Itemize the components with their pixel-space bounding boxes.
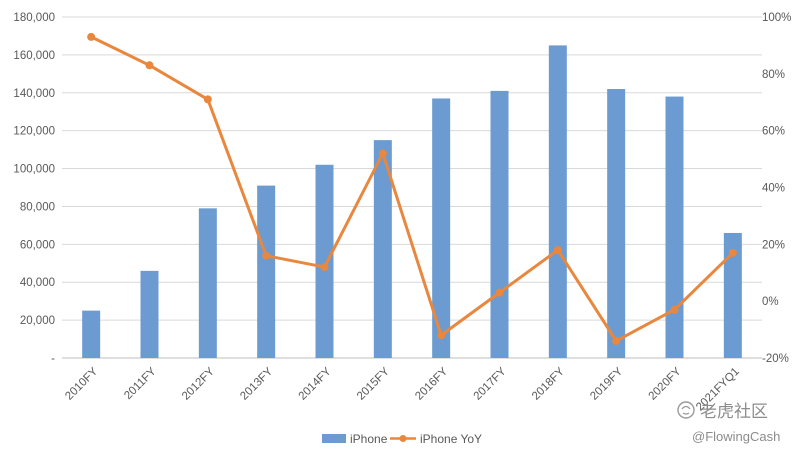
legend-swatch-iphone-yoy-dot	[399, 435, 407, 442]
x-axis-tick-label: 2020FY	[647, 365, 684, 402]
watermark-handle: @FlowingCash	[692, 429, 780, 444]
iphone-bar	[665, 96, 684, 359]
iphone-yoy-point	[553, 246, 562, 255]
iphone-bar	[140, 270, 159, 358]
iphone-yoy-point	[378, 149, 387, 158]
x-axis: 2010FY 2011FY 2012FY 2013FY 2014FY 2015FY 2016…	[63, 365, 742, 413]
left-axis-tick-label: 160,000	[13, 50, 55, 62]
iphone-bar	[373, 140, 392, 358]
x-axis-tick-label: 2016FY	[413, 365, 450, 402]
iphone-bar	[315, 164, 334, 358]
left-axis-tick-label: 180,000	[13, 12, 55, 24]
right-axis-tick-label: 100%	[762, 12, 791, 24]
gridlines	[62, 16, 762, 359]
iphone-bars	[82, 45, 742, 359]
iphone-yoy-line	[87, 32, 737, 345]
left-axis-tick-label: 140,000	[13, 88, 55, 100]
right-axis-tick-label: 20%	[762, 239, 785, 251]
tiger-community-logo-icon	[677, 401, 695, 419]
x-axis-tick-label: 2014FY	[297, 365, 334, 402]
left-axis-tick-label: 80,000	[20, 201, 55, 213]
legend: iPhone iPhone YoY	[322, 432, 482, 446]
iphone-bar	[432, 98, 451, 358]
iphone-yoy-point	[262, 251, 271, 260]
iphone-yoy-point	[612, 336, 621, 345]
iphone-bar	[198, 208, 217, 358]
legend-label-iphone: iPhone	[350, 432, 388, 446]
left-axis-tick-label: 40,000	[20, 277, 55, 289]
iphone-yoy-line-path	[90, 35, 734, 343]
watermark: 老虎社区 @FlowingCash	[677, 401, 780, 444]
x-axis-tick-label: 2012FY	[180, 365, 217, 402]
right-axis-tick-label: 60%	[762, 126, 785, 138]
iphone-bar	[548, 45, 567, 359]
iphone-yoy-point	[145, 61, 154, 70]
x-axis-tick-label: 2015FY	[355, 365, 392, 402]
right-axis-tick-label: -20%	[762, 353, 789, 365]
right-axis-tick-label: 0%	[762, 296, 779, 308]
right-axis-tick-label: 80%	[762, 69, 785, 81]
iphone-yoy-point	[437, 331, 446, 340]
iphone-yoy-point	[320, 263, 329, 272]
x-axis-tick-label: 2017FY	[472, 365, 509, 402]
legend-label-iphone-yoy: iPhone YoY	[420, 432, 482, 446]
x-axis-tick-label: 2010FY	[63, 365, 100, 402]
legend-swatch-iphone	[322, 434, 346, 443]
iphone-yoy-point	[670, 305, 679, 314]
iphone-bar	[490, 90, 509, 358]
left-axis-tick-label: 100,000	[13, 164, 55, 176]
left-axis-tick-label: 20,000	[20, 315, 55, 327]
x-axis-tick-label: 2011FY	[122, 365, 159, 402]
iphone-bar	[607, 88, 626, 358]
iphone-yoy-point	[495, 288, 504, 297]
left-axis-tick-label: 60,000	[20, 239, 55, 251]
right-axis-tick-label: 40%	[762, 183, 785, 195]
x-axis-tick-label: 2019FY	[588, 365, 625, 402]
left-axis-tick-label: -	[51, 353, 55, 365]
iphone-yoy-point	[87, 32, 96, 41]
watermark-brand: 老虎社区	[700, 402, 768, 422]
iphone-bar	[82, 310, 101, 358]
iphone-bar	[257, 185, 276, 358]
left-axis-tick-label: 120,000	[13, 126, 55, 138]
right-axis: -20% 0% 20% 40% 60% 80% 100%	[762, 12, 791, 365]
iphone-yoy-point	[203, 95, 212, 104]
x-axis-tick-label: 2013FY	[238, 365, 275, 402]
iphone-yoy-point	[728, 248, 737, 257]
left-axis: - 20,000 40,000 60,000 80,000 100,000 120,000 1…	[13, 12, 55, 365]
x-axis-tick-label: 2018FY	[530, 365, 567, 402]
iphone-bar	[723, 232, 742, 358]
